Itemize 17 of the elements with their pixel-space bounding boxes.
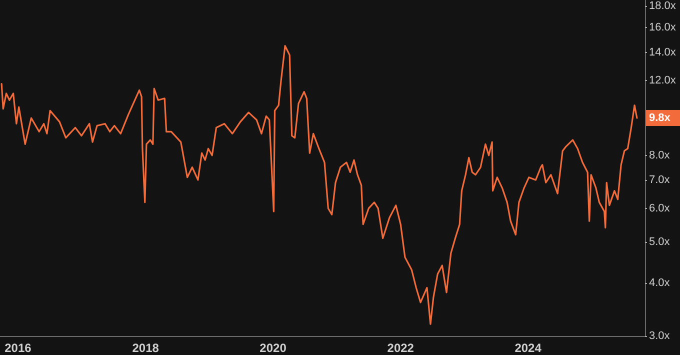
- y-tick-label: 5.0x: [649, 236, 670, 248]
- y-tick-label: 18.0x: [649, 0, 676, 12]
- annotation: 9.8x: [649, 112, 672, 124]
- y-tick-label: 16.0x: [649, 22, 676, 34]
- x-tick-label: 2018: [132, 341, 160, 355]
- y-tick-label: 14.0x: [649, 46, 676, 58]
- y-tick-label: 4.0x: [649, 277, 670, 290]
- x-tick-label: 2020: [260, 341, 287, 355]
- x-tick-label: 2016: [4, 341, 32, 355]
- y-tick-label: 3.0x: [649, 330, 670, 342]
- line-series: [0, 45, 638, 325]
- x-tick-label: 2022: [387, 341, 414, 355]
- y-tick-label: 6.0x: [649, 202, 670, 214]
- y-tick-label: 8.0x: [649, 149, 670, 162]
- y-tick-label: 12.0x: [649, 74, 676, 87]
- x-tick-label: 2024: [514, 341, 542, 355]
- y-tick-label: 7.0x: [649, 174, 670, 186]
